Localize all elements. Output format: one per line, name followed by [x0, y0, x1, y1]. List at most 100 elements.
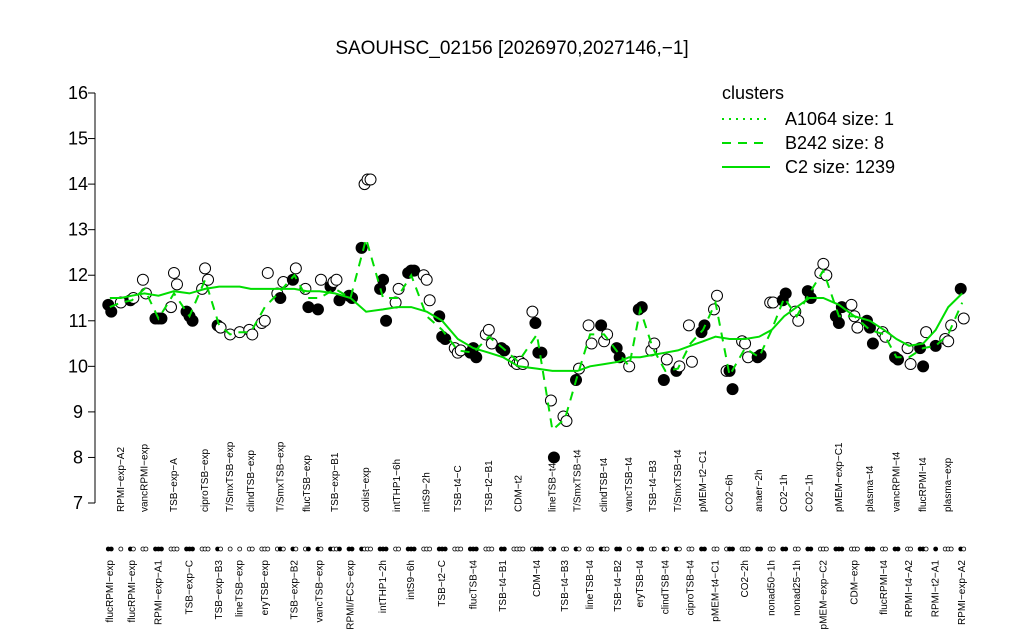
sample-point [311, 303, 324, 316]
group-label: intS9−2h [422, 472, 433, 512]
group-label: RPMI−exp−A2 [957, 560, 968, 625]
y-tick-label: 10 [68, 356, 88, 376]
sample-strip-dot [923, 546, 929, 552]
sample-strip-dot [895, 546, 901, 552]
sample-point [595, 319, 608, 332]
sample-point [136, 273, 149, 286]
group-label: pMEM−exp−C1 [834, 442, 845, 512]
sample-point [364, 173, 377, 186]
group-label: TSB−t2−B1 [484, 460, 495, 512]
y-tick-label: 11 [69, 311, 88, 331]
sample-point [526, 305, 539, 318]
sample-strip-dot [411, 546, 417, 552]
sample-strip-dot [589, 546, 594, 552]
sample-point [330, 273, 343, 286]
sample-strip-dot [604, 546, 610, 552]
group-label: TSB−exp−B1 [330, 452, 341, 512]
sample-strip-dot [489, 546, 495, 552]
sample-strip-dot [473, 546, 479, 552]
sample-point [186, 314, 199, 327]
sample-point [392, 282, 405, 295]
group-label: nonad25−1h [792, 560, 803, 616]
sample-strip-dot [249, 546, 255, 552]
sample-strip-dot [458, 546, 464, 552]
sample-point [482, 323, 495, 336]
sample-strip-dot [854, 546, 860, 552]
group-label: TSB−t4−B3 [560, 560, 571, 612]
group-label: TSB−exp−A [169, 458, 180, 512]
sample-point [866, 337, 879, 350]
group-label: eryTSB−exp [260, 560, 271, 616]
sample-point [942, 335, 955, 348]
group-label: CO2−1h [804, 474, 815, 512]
group-label: T/SmxTSB−t4 [573, 449, 584, 512]
cluster-line [109, 235, 964, 433]
y-tick-label: 12 [68, 265, 88, 285]
sample-strip-dot [839, 546, 845, 552]
sample-strip-dot [265, 546, 271, 552]
sample-strip-dot [617, 546, 623, 552]
sample-point [845, 298, 858, 311]
sample-strip-dot [745, 546, 751, 552]
sample-strip-dot [758, 546, 764, 552]
sample-strip-dot [396, 546, 402, 552]
chart-title: SAOUHSC_02156 [2026970,2027146,−1] [335, 38, 688, 59]
group-label: TSB−t4−B2 [613, 560, 624, 612]
sample-point [544, 394, 557, 407]
sample-strip-dot [639, 546, 645, 552]
sample-strip-dot [190, 546, 195, 552]
group-label: intS9−6h [406, 560, 417, 600]
legend-label: B242 size: 8 [785, 133, 884, 153]
group-label: TSB−exp−B3 [214, 560, 225, 620]
group-label: ciproTSB−exp [200, 448, 211, 512]
sample-point [314, 273, 327, 286]
group-label: eryTSB−t4 [635, 560, 646, 608]
sample-strip-dot [808, 546, 814, 552]
sample-strip-dot [143, 546, 149, 552]
sample-point [954, 282, 967, 295]
group-label: CDM−t4 [532, 560, 543, 597]
group-label: flucRPMI−t4 [918, 457, 929, 512]
sample-point [214, 321, 227, 334]
sample-strip-dot [174, 546, 180, 552]
sample-point [920, 326, 933, 339]
group-label: colist−exp [361, 467, 372, 512]
sample-point [274, 292, 287, 304]
group-label: TSB−t4−B3 [648, 460, 659, 512]
sample-strip-dot [237, 546, 243, 552]
group-label: T/SmxTSB−exp [275, 441, 286, 512]
group-label: nonad50−1h [767, 560, 778, 616]
sample-strip-dot [520, 546, 526, 552]
group-label: CO2−2h [740, 560, 751, 598]
sample-strip-dot [337, 546, 342, 552]
group-label: pMEM−t2−C1 [698, 450, 709, 512]
sample-strip-dot [538, 546, 544, 552]
group-label: plasma−exp [943, 457, 954, 512]
sample-strip-dot [427, 546, 433, 552]
sample-strip-dot [551, 546, 557, 552]
group-label: TSB−t4−C [453, 465, 464, 512]
group-label: vancRPMI−exp [139, 443, 150, 512]
group-label: plasma−t4 [865, 465, 876, 512]
group-label: TSB−t2−C [437, 560, 448, 607]
group-label: vancTSB−exp [314, 560, 325, 623]
sample-strip-dot [218, 546, 223, 552]
y-tick-label: 15 [68, 129, 88, 149]
y-tick-label: 8 [73, 447, 83, 467]
group-label: clindTSB−t4 [599, 457, 610, 512]
sample-point [585, 337, 598, 350]
sample-point [817, 257, 830, 270]
group-label: pMEM−exp−C2 [818, 560, 829, 630]
group-label: flucRPMI−exp [105, 560, 116, 623]
sample-strip-dot [306, 546, 311, 552]
sample-point [657, 374, 670, 386]
sample-point [202, 273, 215, 286]
sample-point [648, 337, 661, 350]
sample-point [560, 415, 573, 427]
y-tick-label: 13 [68, 220, 88, 240]
group-label: lineTSB−t4 [547, 462, 558, 512]
group-label: lineTSB−exp [235, 560, 246, 617]
group-label: flucTSB−t4 [468, 560, 479, 610]
group-label: T/SmxTSB−exp [225, 441, 236, 512]
group-label: TSB−t4−B1 [498, 560, 509, 612]
